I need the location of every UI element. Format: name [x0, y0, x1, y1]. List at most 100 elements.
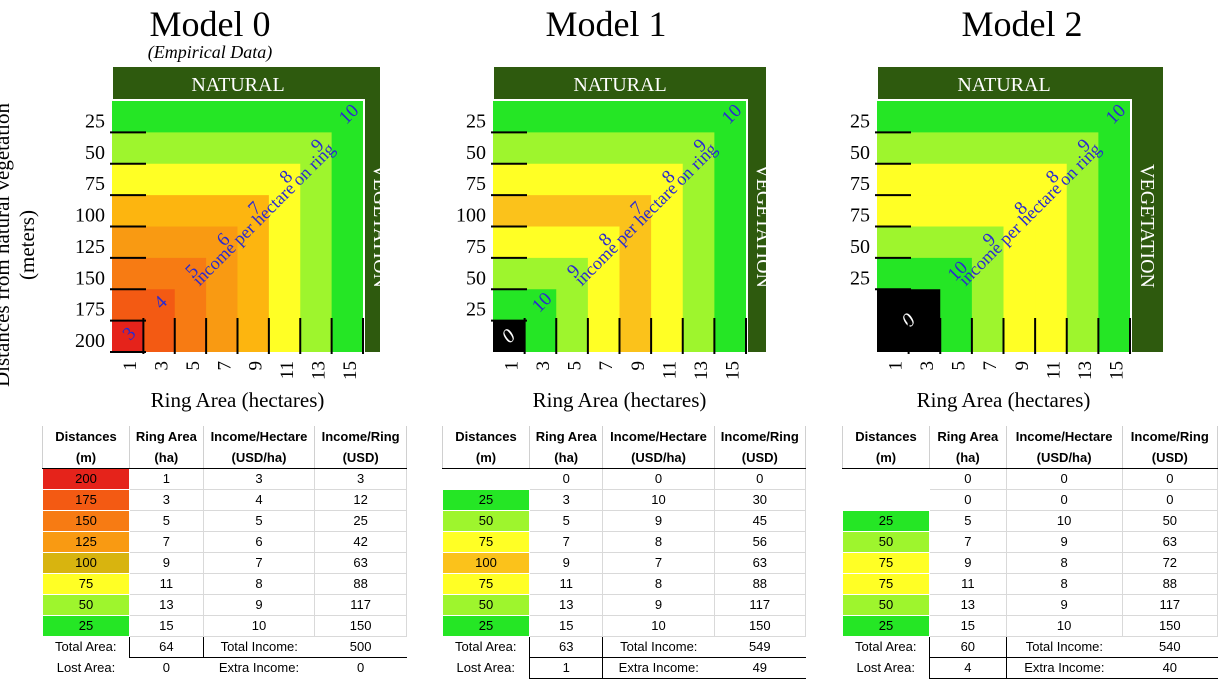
table-row: 75 11 8 88 — [442, 573, 807, 595]
income-hectare-cell: 0 — [602, 468, 715, 490]
income-ring-cell: 150 — [314, 615, 407, 637]
ring-area-cell: 0 — [528, 468, 604, 490]
lost-row: Lost Area: 0 Extra Income: 0 — [43, 658, 407, 679]
ring-area-cell: 5 — [528, 510, 604, 532]
ring-area-cell: 9 — [528, 552, 604, 574]
vegetation-label: VEGETATION — [1136, 164, 1158, 288]
income-hectare-cell: 7 — [202, 552, 316, 574]
ring-area-cell: 11 — [129, 573, 204, 595]
extra-income-label: Extra Income: — [602, 657, 715, 679]
model-0-table: Distances Ring Area Income/Hectare Incom… — [42, 426, 407, 678]
x-tick-label: 3 — [152, 361, 173, 371]
y-tick-label: 75 — [850, 205, 870, 227]
y-tick-label: 50 — [85, 142, 105, 164]
model-2-table: Distances Ring Area Income/Hectare Incom… — [842, 426, 1218, 679]
distance-cell: 75 — [442, 531, 530, 553]
ring-1 — [877, 320, 909, 352]
distance-cell: 100 — [442, 552, 530, 574]
model-title: Model 1 — [545, 4, 667, 44]
y-tick-label: 75 — [466, 236, 486, 258]
lost-row: Lost Area: 4 Extra Income: 40 — [843, 657, 1218, 679]
ring-1 — [112, 320, 144, 352]
ring-1 — [493, 320, 525, 352]
income-hectare-cell: 8 — [202, 573, 316, 595]
lost-area-label: Lost Area: — [56, 659, 116, 675]
model-title: Model 2 — [961, 4, 1083, 44]
table-row: 25 5 10 50 — [842, 510, 1218, 532]
income-ring-cell: 3 — [314, 468, 407, 490]
income-ring-cell: 117 — [1121, 594, 1218, 616]
income-ring-cell: 88 — [1121, 573, 1218, 595]
x-tick-label: 3 — [533, 361, 554, 371]
extra-income-label: Extra Income: — [218, 660, 300, 675]
income-ring-cell: 88 — [314, 573, 407, 595]
ring-area-cell: 0 — [929, 468, 1007, 490]
total-row: Total Area: 60 Total Income: 540 — [843, 636, 1218, 658]
lost-area-label: Lost Area: — [856, 660, 916, 675]
distance-cell: 75 — [842, 552, 930, 574]
ring-area-cell: 13 — [929, 594, 1007, 616]
ring-area-cell: 15 — [929, 615, 1007, 637]
income-hectare-cell: 3 — [202, 468, 316, 490]
x-tick-label: 5 — [565, 361, 586, 371]
x-axis-label: Ring Area (hectares) — [533, 388, 707, 412]
ring-area-cell: 13 — [528, 594, 604, 616]
distance-cell: 25 — [42, 615, 130, 637]
x-tick-label: 7 — [980, 361, 1001, 371]
income-ring-cell: 56 — [713, 531, 807, 553]
income-hectare-cell: 9 — [202, 594, 316, 616]
distance-cell: 125 — [42, 531, 130, 553]
distance-cell: 150 — [42, 510, 130, 532]
x-tick-label: 15 — [1107, 361, 1128, 380]
income-hectare-cell: 10 — [1005, 510, 1123, 532]
total-income-value: 549 — [714, 636, 806, 658]
x-tick-label: 13 — [308, 361, 329, 380]
ring-area-cell: 3 — [129, 489, 204, 511]
distance-cell: 50 — [442, 594, 530, 616]
ring-area-cell: 11 — [929, 573, 1007, 595]
header-ring-area: Ring Area — [528, 426, 604, 447]
income-hectare-cell: 8 — [1005, 552, 1123, 574]
model-1-table: Distances Ring Area Income/Hectare Incom… — [442, 426, 807, 679]
header-distances-unit: (m) — [442, 447, 530, 469]
y-tick-label: 25 — [85, 110, 105, 132]
table-row: 75 11 8 88 — [42, 573, 407, 595]
income-hectare-cell: 10 — [1005, 615, 1123, 637]
x-tick-label: 9 — [628, 361, 649, 371]
natural-label: NATURAL — [573, 74, 666, 96]
model-1-panel: Model 1 NATURAL VEGETATION 0 10 9 8 7 8 9 10 incom… — [406, 0, 812, 693]
distance-cell: 50 — [442, 510, 530, 532]
total-area-label: Total Area: — [55, 639, 117, 655]
income-hectare-cell: 6 — [202, 531, 316, 553]
header-distances-unit: (m) — [842, 447, 930, 469]
table-row: 50 13 9 117 — [442, 594, 807, 616]
income-ring-cell: 25 — [314, 510, 407, 532]
distance-cell — [442, 468, 530, 490]
income-ring-cell: 0 — [1121, 489, 1218, 511]
income-hectare-cell: 9 — [602, 510, 715, 532]
y-tick-label: 175 — [75, 299, 105, 321]
y-tick-label: 25 — [850, 110, 870, 132]
distance-cell — [842, 489, 930, 511]
income-ring-cell: 150 — [713, 615, 807, 637]
ring-area-cell: 7 — [528, 531, 604, 553]
total-area-value: 60 — [929, 636, 1007, 658]
income-ring-cell: 42 — [314, 531, 407, 553]
income-ring-cell: 117 — [314, 594, 407, 616]
header-distances: Distances — [442, 426, 530, 447]
lost-area-value: 1 — [528, 657, 604, 679]
ring-area-cell: 3 — [528, 489, 604, 511]
income-hectare-cell: 4 — [202, 489, 316, 511]
lost-area-value: 0 — [162, 660, 170, 675]
income-hectare-cell: 8 — [602, 573, 715, 595]
income-ring-cell: 63 — [314, 552, 407, 574]
table-row: 175 3 4 12 — [42, 489, 407, 511]
income-hectare-cell: 7 — [602, 552, 715, 574]
extra-income-value: 0 — [357, 660, 365, 675]
x-tick-label: 9 — [246, 361, 267, 371]
header-income-ring-unit: (USD) — [1121, 447, 1218, 469]
x-tick-label: 3 — [917, 361, 938, 371]
table-row: 200 1 3 3 — [42, 468, 407, 490]
header-income-hectare-unit: (USD/ha) — [602, 447, 715, 469]
x-tick-label: 13 — [1075, 361, 1096, 380]
